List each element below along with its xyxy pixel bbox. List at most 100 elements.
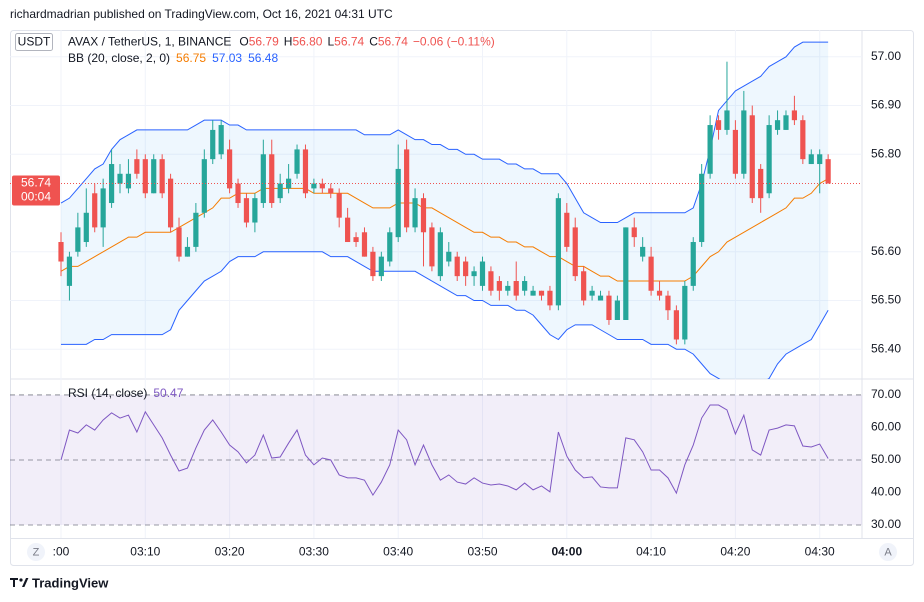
candle-body (429, 227, 435, 267)
candle-body (488, 271, 494, 291)
legend-item: C (369, 35, 378, 49)
y-tick-label: 56.60 (871, 244, 901, 258)
candle-body (817, 154, 823, 165)
candle-body (656, 290, 663, 296)
candle-body (606, 295, 612, 320)
legend-item: 56.48 (248, 51, 278, 65)
y-tick-label: 56.80 (871, 146, 901, 160)
candle-body (361, 232, 368, 257)
rsi-tick-label: 50.00 (871, 452, 901, 466)
footer-logo (10, 578, 29, 587)
candle-body (420, 198, 427, 233)
symbol-legend: AVAX / TetherUS, 1, BINANCE O56.79 H56.80 L… (68, 35, 495, 49)
a-button[interactable]: A (879, 543, 897, 561)
candle-body (640, 246, 646, 257)
legend-item: 57.03 (212, 51, 242, 65)
candle-body (58, 242, 64, 262)
x-tick-label: 03:40 (383, 545, 413, 559)
x-tick-label: 03:20 (215, 545, 245, 559)
legend-item: 56.79 (249, 35, 279, 49)
candle-body (176, 227, 182, 257)
a-button-bg[interactable] (879, 543, 897, 561)
legend-item: L (327, 35, 334, 49)
z-button[interactable]: Z (27, 543, 45, 561)
rsi-tick-label: 40.00 (871, 485, 901, 499)
candle-body (446, 251, 452, 262)
logo-dot (19, 578, 23, 582)
candle-body (513, 281, 519, 296)
candle-body (252, 198, 258, 223)
candle-body (538, 290, 545, 296)
candle-body (454, 256, 460, 277)
candle-body (345, 217, 351, 243)
currency-box (15, 33, 53, 51)
candle-body (741, 110, 747, 174)
candle-body (673, 310, 679, 340)
countdown: 00:04 (21, 190, 51, 204)
rsi-tick-label: 70.00 (871, 387, 901, 401)
candle-body (193, 212, 199, 247)
candle-body (125, 173, 132, 189)
candle-body (260, 154, 266, 204)
price-pane (10, 41, 862, 379)
candle-body (774, 120, 781, 130)
footer-brand: TradingView (32, 575, 109, 590)
legend-item: −0.06 (−0.11%) (413, 35, 495, 49)
candle-body (159, 159, 165, 194)
candle-body (707, 125, 713, 174)
logo-mark (10, 578, 18, 587)
candle-body (631, 227, 637, 238)
legend-item: 56.75 (176, 51, 206, 65)
rsi-tick-label: 30.00 (871, 517, 901, 531)
candle-body (715, 120, 722, 130)
legend-item: AVAX / TetherUS, 1, BINANCE (68, 35, 231, 49)
candle-body (75, 227, 81, 252)
z-button-bg[interactable] (27, 543, 45, 561)
candle-body (370, 251, 376, 277)
candle-body (387, 232, 393, 262)
candle-body (142, 159, 148, 194)
x-tick-label: 04:20 (720, 545, 750, 559)
legend-item: O (239, 35, 248, 49)
candle-body (319, 183, 325, 189)
y-tick-label: 56.90 (871, 98, 901, 112)
candle-body (522, 281, 528, 291)
legend-item: 56.74 (378, 35, 408, 49)
candle-body (471, 271, 477, 277)
frame (10, 30, 914, 566)
candle-body (201, 159, 207, 213)
candle-body (505, 285, 511, 291)
candle-body (277, 183, 283, 199)
candle-body (648, 256, 654, 291)
bb-line (60, 178, 829, 282)
last-price-label: 56.74 (21, 176, 51, 190)
last-price-box (12, 175, 60, 206)
rsi-tick-label: 60.00 (871, 420, 901, 434)
candle-body (665, 295, 671, 311)
x-tick-label: 03:30 (299, 545, 329, 559)
x-tick-label: 03:10 (130, 545, 160, 559)
bb-line (61, 251, 829, 379)
legend-item: H (284, 35, 293, 49)
candle-body (825, 159, 831, 184)
candle-body (134, 159, 140, 174)
x-tick-label: 04:00 (551, 545, 582, 559)
candle-body (328, 188, 334, 194)
a-button-label[interactable]: A (884, 546, 892, 558)
candle-body (572, 227, 578, 277)
candle-body (564, 212, 570, 247)
z-button-label[interactable]: Z (33, 546, 40, 558)
rsi-legend: RSI (14, close) 50.47 (68, 386, 184, 400)
legend-item: BB (20, close, 2, 0) (68, 51, 170, 65)
candle-body (766, 125, 772, 194)
candle-body (597, 295, 604, 301)
candle-body (108, 164, 115, 204)
candle-body (682, 285, 688, 340)
candle-body (235, 183, 241, 204)
candle-body (404, 149, 410, 228)
bb-fill (61, 42, 829, 379)
candle-body (437, 232, 443, 277)
candle-body (581, 271, 587, 301)
candle-body (783, 115, 789, 130)
